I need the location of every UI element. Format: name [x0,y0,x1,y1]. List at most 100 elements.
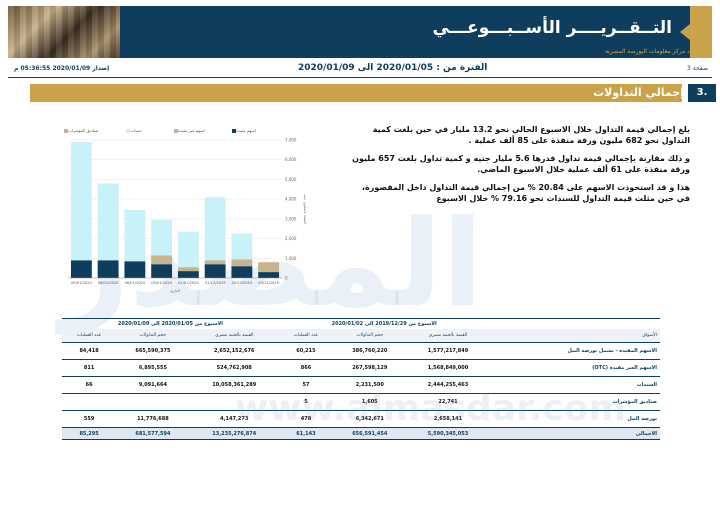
info-bar: إصدار 2020/01/09 05:36:55 م الفترة من : … [8,62,712,76]
report-period: الفترة من : 2020/01/05 الى 2020/01/09 [298,63,488,73]
group-previous: الاسبوع من 2019/12/29 الى 2020/01/02 [278,318,490,329]
header-subtitle: إعداد مركز معلومات البورصة المصرية [605,48,700,55]
cell: 85,295 [62,427,117,440]
table-row: 66 9,091,664 10,058,361,289 57 2,231,500… [62,376,660,394]
cell: 9,091,664 [116,376,190,394]
y-axis-label: القيمة بالمليون جنيه [303,194,307,224]
col-header: حجم التداولات [333,328,407,343]
bar-segment [231,259,253,267]
table-group-header: الاسبوع من 2020/01/05 الى 2020/01/09 الا… [62,318,660,329]
col-header: القيمة بالجنيه مصري [189,328,279,343]
group-current: الاسبوع من 2020/01/05 الى 2020/01/09 [62,318,279,329]
row-label: بورصة النيل [489,410,660,428]
header-photo [8,6,120,58]
cell: 4,147,273 [189,410,279,428]
cell: 66 [62,376,117,394]
cell: 2,444,255,463 [406,376,490,394]
section-number: 3. [688,84,716,102]
cell: 13,235,276,874 [189,427,279,440]
header-corner-decoration [680,6,712,58]
cell: 2,652,152,676 [189,342,279,360]
row-label: الاسهم المقيدة - تشمل بورصة النيل [489,342,660,360]
x-tick-label: 09/01/2020 [71,281,92,285]
legend-item: اسهم غير مقيدة [172,128,205,133]
legend-label: سندات [130,128,142,133]
x-axis-label: التاريخ [170,288,180,293]
cell: 6,342,671 [333,410,407,428]
bar-segment [177,271,199,278]
cell: 61,143 [278,427,334,440]
section-title: إجمالي التداولات [593,86,684,99]
table-row: 559 11,776,688 4,147,273 478 6,342,671 2… [62,410,660,428]
legend-label: اسهم غير مقيدة [178,128,205,133]
header-subtitle-strip: إعداد مركز معلومات البورصة المصرية [120,48,700,58]
legend-item: اسهم مقيدة [230,128,256,133]
bar-segment [151,264,173,278]
info-divider [8,77,712,78]
cell [116,393,190,411]
legend-label: صناديق المؤشرات [68,128,99,133]
cell: 10,058,361,289 [189,376,279,394]
bar-segment [204,260,226,265]
cell: 866 [278,359,334,377]
x-tick-label: 01/01/2020 [178,281,199,285]
cell: 84,418 [62,342,117,360]
col-header: القيمة بالجنيه مصري [406,328,490,343]
table-row: 811 6,895,555 524,762,908 866 267,598,12… [62,359,660,377]
table-column-header: عدد العمليات حجم التداولات القيمة بالجني… [62,328,660,343]
bar-segment [151,219,173,256]
cell: 524,762,908 [189,359,279,377]
cell: 22,741 [406,393,490,411]
cell [62,393,117,411]
chart-legend: صناديق المؤشرات سندات اسهم غير مقيدة اسه… [62,128,302,136]
x-tick-label: 06/01/2020 [125,281,146,285]
chart-plot: 0 1,000 2,000 3,000 4,000 5,000 6,000 7,000 09/0… [68,138,307,293]
bar-segment [258,272,280,278]
x-tick-label: 30/12/2019 [232,281,253,285]
y-tick-label: 0 [285,276,288,281]
cell: 1,605 [333,393,407,411]
summary-paragraph: و ذلك مقارنة بإجمالي قيمة تداول قدرها 5.… [352,154,690,174]
bar-segment [70,260,92,278]
y-tick-label: 2,000 [285,236,297,241]
trading-table: الاسبوع من 2020/01/05 الى 2020/01/09 الا… [62,318,660,440]
bar-segment [231,266,253,278]
bar-segment [204,264,226,278]
cell: 386,760,220 [333,342,407,360]
bar-segment [97,260,119,278]
cell: 2,231,500 [333,376,407,394]
trading-chart: صناديق المؤشرات سندات اسهم غير مقيدة اسه… [62,128,312,296]
bar-segment [231,233,253,260]
summary-paragraph: هذا و قد استحوذت الاسهم على 20.84 % من إ… [361,183,690,203]
legend-item: سندات [124,128,142,133]
y-tick-label: 3,000 [285,216,297,221]
cell: 11,776,688 [116,410,190,428]
legend-label: اسهم مقيدة [236,128,256,133]
table-row: 84,418 665,590,375 2,652,152,676 60,215 … [62,342,660,360]
row-label: الاسهم الغير مقيدة (OTC) [489,359,660,377]
cell: 57 [278,376,334,394]
report-header: التــقــريــــر الأســبـــوعـــي إعداد م… [8,6,712,58]
cell: 6,895,555 [116,359,190,377]
cell: 559 [62,410,117,428]
bar-segment [97,183,119,261]
bar-segment [124,261,146,278]
bar-segment [177,231,199,268]
cell: 478 [278,410,334,428]
x-tick-label: 05/01/2020 [151,281,172,285]
row-label: السندات [489,376,660,394]
cell: 1,568,849,000 [406,359,490,377]
y-tick-label: 4,000 [285,197,297,202]
cell: 665,590,375 [116,342,190,360]
cell: 267,598,129 [333,359,407,377]
row-label: صناديق المؤشرات [489,393,660,411]
summary-text: بلغ إجمالي قيمة التداول خلال الاسبوع الح… [350,124,690,211]
y-tick-label: 5,000 [285,177,297,182]
table-total-row: 85,295 681,577,594 13,235,276,874 61,143… [62,427,660,440]
page-number: صفحة 3 [687,65,708,72]
table-row: 5 1,605 22,741 صناديق المؤشرات [62,393,660,411]
y-tick-label: 1,000 [285,256,297,261]
section-bar [30,84,682,102]
col-header: عدد العمليات [62,328,117,343]
col-header-market: الأسواق [489,328,660,343]
